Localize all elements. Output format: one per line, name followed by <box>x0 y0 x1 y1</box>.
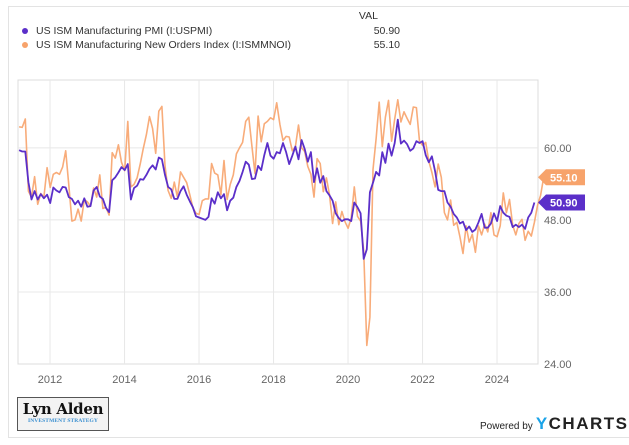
y-tick-label: 24.00 <box>544 359 572 371</box>
last-value-tag-pmi <box>538 194 585 211</box>
x-tick-label: 2022 <box>410 374 434 386</box>
legend-item-new-orders[interactable]: US ISM Manufacturing New Orders Index (I… <box>22 38 400 52</box>
ycharts-logo: YCHARTS <box>536 414 629 434</box>
last-value-tag-new-orders <box>538 169 585 186</box>
plot-border <box>17 79 539 365</box>
x-tick-label: 2020 <box>336 374 360 386</box>
y-tick-label: 60.00 <box>544 143 572 155</box>
legend: US ISM Manufacturing PMI (I:USPMI) 50.90… <box>22 24 400 52</box>
x-tick-label: 2012 <box>38 374 62 386</box>
powered-by-ycharts[interactable]: Powered by YCHARTS <box>480 414 629 434</box>
logo-subtitle: INVESTMENT STRATEGY <box>27 418 98 424</box>
logo-title: Lyn Alden <box>22 400 104 418</box>
legend-value: 55.10 <box>373 39 400 51</box>
y-tick-label: 48.00 <box>544 215 572 227</box>
series-lines <box>18 99 545 347</box>
legend-dot-pmi <box>22 28 28 34</box>
lyn-alden-logo: Lyn Alden INVESTMENT STRATEGY <box>17 397 109 431</box>
last-value-tag-label: 55.10 <box>550 172 578 184</box>
last-value-tags: 50.90 55.10 <box>538 169 585 211</box>
x-tick-label: 2014 <box>112 374 136 386</box>
chart-frame <box>8 6 629 438</box>
x-tick-label: 2018 <box>261 374 285 386</box>
x-tick-label: 2024 <box>485 374 509 386</box>
series-line-new-orders <box>18 99 545 347</box>
x-tick-label: 2016 <box>187 374 211 386</box>
axis-ticks: 24.00 36.00 48.00 60.00 2012 2014 2016 2018 2020… <box>38 143 572 386</box>
legend-label: US ISM Manufacturing New Orders Index (I… <box>36 39 291 51</box>
powered-by-text: Powered by <box>480 421 533 432</box>
grid <box>17 79 539 365</box>
ycharts-y-mark: Y <box>535 414 549 433</box>
legend-value-header: VAL <box>358 10 378 22</box>
last-value-tag-label: 50.90 <box>550 197 578 209</box>
ycharts-wordmark: CHARTS <box>548 414 629 433</box>
y-tick-label: 36.00 <box>544 287 572 299</box>
legend-dot-new-orders <box>22 42 28 48</box>
legend-value: 50.90 <box>373 25 400 37</box>
legend-item-pmi[interactable]: US ISM Manufacturing PMI (I:USPMI) 50.90 <box>22 24 400 38</box>
series-line-pmi <box>18 118 536 260</box>
legend-label: US ISM Manufacturing PMI (I:USPMI) <box>36 25 213 37</box>
